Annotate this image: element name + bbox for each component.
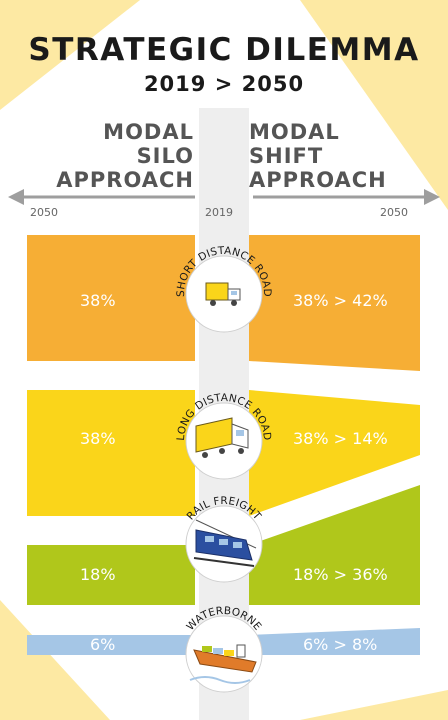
rail-band-shift [249,485,420,605]
long-road-silo-value: 38% [80,429,116,448]
shift-heading: MODAL SHIFT APPROACH [249,120,387,192]
long-road-band-shift [249,390,420,516]
water-band-shift [249,628,420,655]
silo-heading-line: APPROACH [56,168,194,192]
year-center: 2019 [205,206,233,219]
year-left: 2050 [30,206,58,219]
silo-heading-line: SILO [136,144,194,168]
page-title: STRATEGIC DILEMMA [28,32,420,68]
water-shift-value: 6% > 8% [303,635,378,654]
corner-accent-top-left [0,0,140,110]
short-road-badge [185,255,263,333]
water-badge [185,615,263,693]
right-arrow [253,189,440,205]
rail-shift-value: 18% > 36% [293,565,388,584]
short-road-band-shift [249,235,420,371]
silo-heading: MODAL SILO APPROACH [56,120,194,192]
short-road-shift-value: 38% > 42% [293,291,388,310]
water-silo-value: 6% [90,635,116,654]
short-road-silo-value: 38% [80,291,116,310]
cargo-ship-icon [189,644,257,684]
shift-heading-line: MODAL [249,120,340,144]
short-road-band-silo [27,235,195,361]
corner-accent-bottom-right [300,690,448,720]
silo-heading-line: MODAL [103,120,194,144]
long-truck-icon [195,417,249,458]
water-band-silo [27,635,195,655]
corner-accent-bottom-left [0,600,110,720]
small-truck-icon [205,282,241,306]
long-road-badge [185,402,263,480]
shift-heading-line: SHIFT [249,144,324,168]
page-subtitle: 2019 > 2050 [143,72,305,96]
train-icon [193,519,257,567]
left-arrow [8,189,195,205]
long-road-band-silo [27,390,195,516]
rail-band-silo [27,545,195,605]
year-right: 2050 [380,206,408,219]
rail-silo-value: 18% [80,565,116,584]
corner-accent-top-right [300,0,448,210]
long-road-shift-value: 38% > 14% [293,429,388,448]
shift-heading-line: APPROACH [249,168,387,192]
rail-badge [185,505,263,583]
